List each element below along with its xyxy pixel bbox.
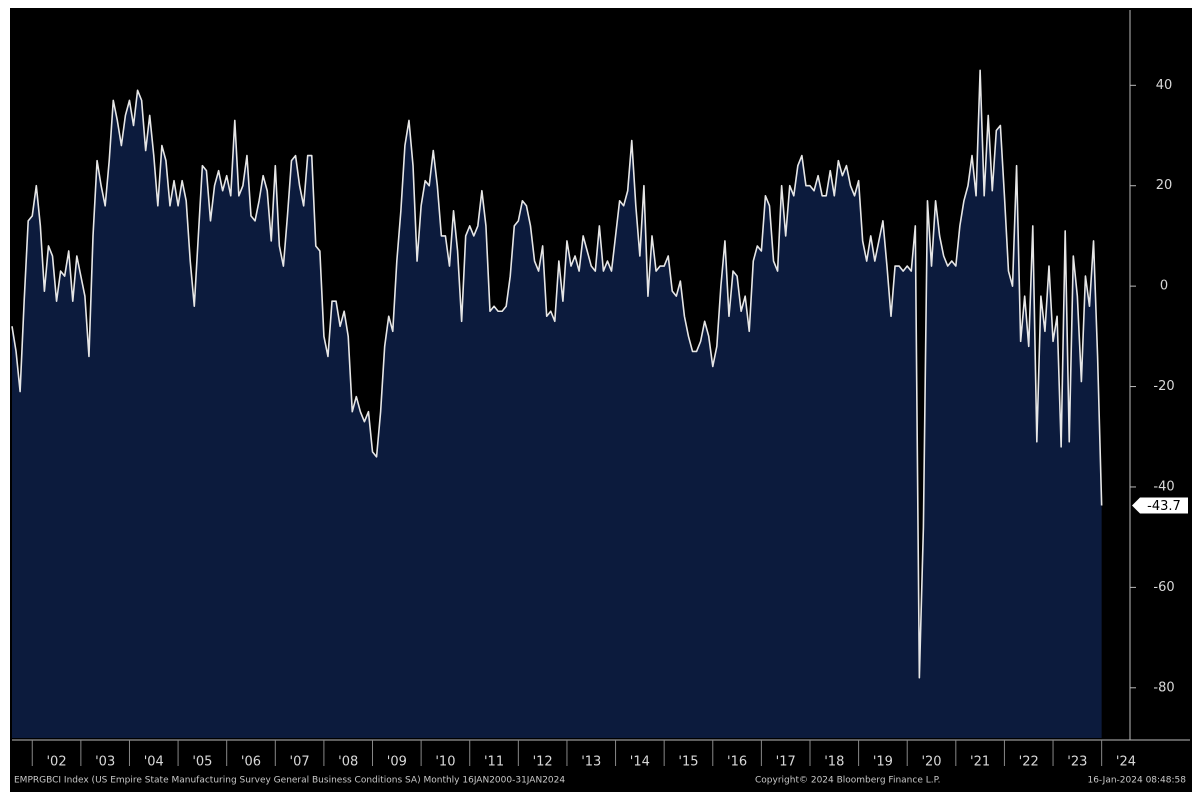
y-tick-label: 20 [1156,178,1173,193]
x-tick-label: '09 [387,755,407,770]
x-tick-label: '16 [727,755,747,770]
last-value-label: -43.7 [1147,499,1181,514]
last-value-tag [1132,497,1188,514]
x-tick-label: '06 [241,755,261,770]
x-tick-label: '08 [338,755,358,770]
plot [11,69,1103,738]
timestamp: 16-Jan-2024 08:48:58 [1087,776,1186,786]
x-tick-label: '22 [1019,755,1039,770]
x-tick-label: '04 [144,755,164,770]
source: EMPRGBCI Index (US Empire State Manufact… [14,776,565,786]
y-tick-label: 40 [1156,78,1173,93]
x-tick-label: '05 [192,755,212,770]
x-tick-label: '07 [290,755,310,770]
area [12,70,1102,738]
copyright: Copyright© 2024 Bloomberg Finance L.P. [755,776,940,786]
x-tick-label: '02 [46,755,66,770]
x-tick-label: '18 [824,755,844,770]
x-tick-label: '17 [776,755,796,770]
x-tick-label: '23 [1067,755,1087,770]
x-tick-label: '19 [873,755,893,770]
y-tick-label: -40 [1153,479,1174,494]
x-tick-label: '12 [533,755,553,770]
x-tick-label: '13 [581,755,601,770]
x-tick-label: '24 [1116,755,1136,770]
x-tick-label: '21 [970,755,990,770]
y-tick-label: 0 [1160,279,1168,294]
x-tick-label: '14 [630,755,650,770]
x-tick-label: '10 [435,755,455,770]
y-tick-label: -60 [1153,580,1174,595]
x-tick-label: '20 [921,755,941,770]
y-tick-label: -80 [1153,680,1174,695]
y-tick-label: -20 [1153,379,1174,394]
x-tick-label: '03 [95,755,115,770]
line [11,69,1103,679]
x-tick-label: '11 [484,755,504,770]
x-tick-label: '15 [678,755,698,770]
